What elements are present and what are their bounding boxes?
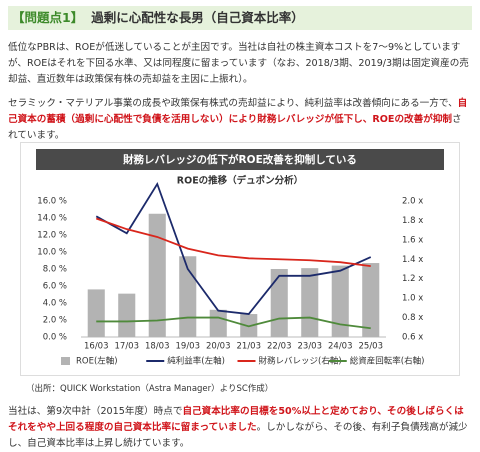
source-note: （出所：QUICK Workstation（Astra Manager）よりSC… [26, 384, 274, 394]
x-tick-label: 16/03 [84, 342, 109, 352]
emphasis-text: 自己資本の蓄積（過剰に心配性で負債を活用しない）により財務レバレッジが低下し、R… [8, 98, 468, 125]
legend-label: 純利益率(左軸) [167, 356, 225, 367]
x-tick-label: 18/03 [145, 342, 170, 352]
text: 低位なPBRは、ROEが低迷していることが主因です。当社は自社の株主資本コストを… [8, 42, 469, 85]
chart-subtitle: ROEの推移（デュポン分析） [177, 175, 303, 187]
y-tick-label: 2.0 % [43, 316, 67, 326]
line [95, 217, 371, 267]
y-tick-label: 12.0 % [37, 231, 67, 241]
chart-title: 財務レバレッジの低下がROE改善を抑制している [122, 153, 357, 166]
text: 当社は、第9次中計（2015年度）時点で [8, 406, 183, 417]
y-tick-label: 10.0 % [37, 248, 67, 258]
x-tick-label: 24/03 [328, 342, 353, 352]
y2-tick-label: 1.4 x [402, 255, 423, 265]
x-tick-label: 19/03 [176, 342, 201, 352]
text: 。しかしながら、その後、有利子負債残高が減少し、自己資本比率は上昇し続けています… [8, 422, 468, 449]
paragraph: セラミック・マテリアル事業の成長や政策保有株式の売却益により、純利益率は改善傾向… [8, 96, 470, 144]
x-tick-label: 21/03 [237, 342, 262, 352]
y2-tick-label: 1.6 x [402, 235, 423, 245]
bar [209, 309, 227, 337]
chart: 財務レバレッジの低下がROE改善を抑制している ROEの推移（デュポン分析） 0… [20, 142, 460, 376]
legend-swatch [61, 357, 70, 365]
header-label: 【問題点1】 [12, 10, 84, 25]
y2-tick-label: 1.2 x [402, 274, 423, 284]
line [95, 181, 372, 315]
y2-tick-label: 1.8 x [402, 216, 423, 226]
x-tick-label: 25/03 [359, 342, 384, 352]
section-header: 【問題点1】 過剰に心配性な長男（自己資本比率） [8, 6, 472, 30]
y-tick-label: 8.0 % [43, 265, 67, 275]
line [96, 316, 371, 330]
y2-tick-label: 1.0 x [402, 294, 423, 304]
text: されています。 [8, 114, 462, 141]
bar [270, 269, 288, 337]
bar [87, 289, 105, 337]
bar [362, 263, 380, 337]
y2-tick-label: 2.0 x [402, 197, 423, 207]
legend-label: 総資産回転率(右軸) [350, 356, 425, 367]
legend-label: 財務レバレッジ(右軸) [259, 356, 342, 367]
y2-tick-label: 0.8 x [402, 313, 423, 323]
x-tick-label: 22/03 [267, 342, 292, 352]
y-tick-label: 16.0 % [37, 197, 67, 207]
chart-banner [36, 149, 444, 170]
bar [118, 293, 136, 337]
paragraph: 低位なPBRは、ROEが低迷していることが主因です。当社は自社の株主資本コストを… [8, 40, 470, 88]
legend-label: ROE(左軸) [76, 356, 118, 367]
x-tick-label: 23/03 [298, 342, 323, 352]
y-tick-label: 4.0 % [43, 299, 67, 309]
x-tick-label: 20/03 [206, 342, 231, 352]
x-tick-label: 17/03 [115, 342, 140, 352]
bar [301, 268, 319, 337]
bar [148, 213, 166, 337]
paragraph: 当社は、第9次中計（2015年度）時点で自己資本比率の目標を50%以上と定めてお… [8, 404, 470, 452]
bar [331, 265, 349, 337]
y2-tick-label: 0.6 x [402, 333, 423, 343]
emphasis-text: 自己資本比率の目標を50%以上と定めており、その後しばらくはそれをやや上回る程度… [8, 406, 464, 433]
y-tick-label: 14.0 % [37, 214, 67, 224]
y-tick-label: 0.0 % [43, 333, 67, 343]
y-tick-label: 6.0 % [43, 282, 67, 292]
header-title: 過剰に心配性な長男（自己資本比率） [91, 10, 304, 25]
text: セラミック・マテリアル事業の成長や政策保有株式の売却益により、純利益率は改善傾向… [8, 98, 458, 109]
